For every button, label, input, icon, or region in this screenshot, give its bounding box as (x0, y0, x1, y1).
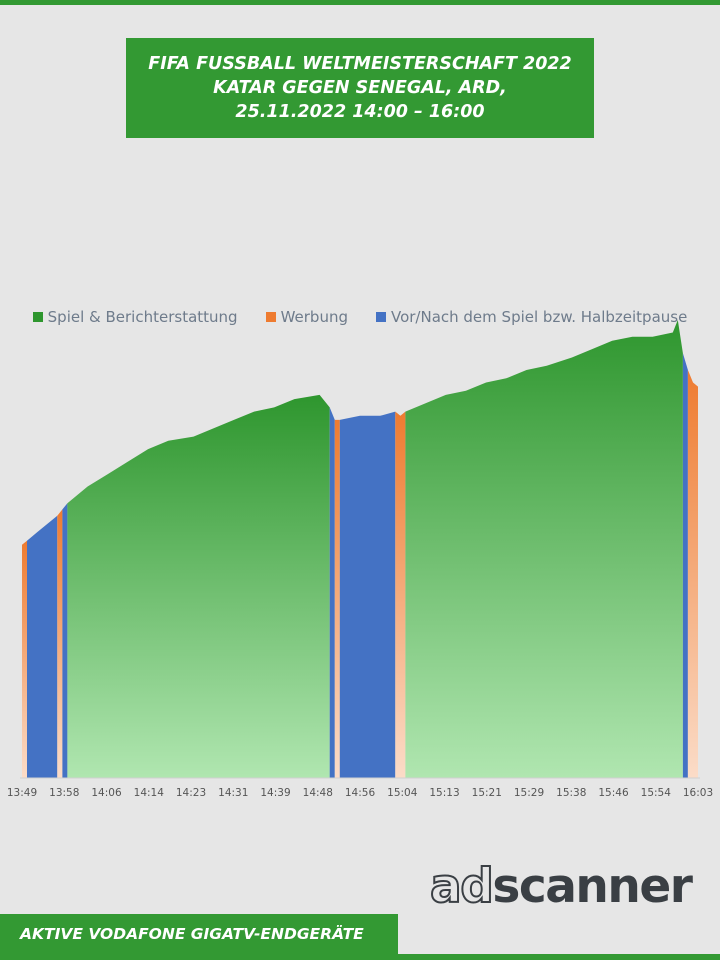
area-ads-segment-11 (687, 370, 698, 778)
legend-item-pre-post: Vor/Nach dem Spiel bzw. Halbzeitpause (375, 308, 688, 326)
area-ads-segment-0 (22, 540, 27, 778)
title-line-2: KATAR GEGEN SENEGAL, ARD, (213, 78, 507, 98)
chart-legend: Spiel & Berichterstattung Werbung Vor/Na… (0, 305, 720, 329)
legend-label-ads: Werbung (280, 308, 348, 326)
adscanner-logo: adscanner (429, 858, 694, 916)
x-tick-label: 14:14 (134, 787, 165, 799)
x-tick-label: 15:29 (514, 787, 544, 799)
x-tick-label: 14:31 (218, 787, 248, 799)
area-ads-segment-2 (57, 509, 63, 778)
title-line-3: 25.11.2022 14:00 – 16:00 (235, 102, 485, 122)
area-pre-post-segment-10 (682, 353, 688, 778)
x-tick-label: 15:21 (472, 787, 502, 799)
x-tick-label: 14:56 (345, 787, 376, 799)
logo-part-ad: ad (429, 858, 495, 915)
x-tick-label: 15:04 (387, 787, 418, 799)
area-ads-segment-8 (395, 411, 406, 778)
x-tick-label: 13:49 (7, 787, 37, 799)
bottom-accent-bar (0, 954, 720, 960)
area-pre-post-segment-1 (27, 515, 58, 778)
area-ads-segment-6 (334, 419, 340, 778)
legend-label-pre-post: Vor/Nach dem Spiel bzw. Halbzeitpause (390, 308, 688, 326)
legend-item-ads: Werbung (265, 308, 348, 326)
title-line-1: FIFA FUSSBALL WELTMEISTERSCHAFT 2022 (148, 54, 572, 74)
legend-item-game: Spiel & Berichterstattung (32, 308, 238, 326)
area-pre-post-segment-5 (329, 407, 335, 778)
x-tick-label: 15:13 (429, 787, 459, 799)
area-game-segment-4 (67, 394, 330, 778)
chart-title-box: FIFA FUSSBALL WELTMEISTERSCHAFT 2022 KAT… (126, 38, 594, 138)
area-pre-post-segment-3 (62, 503, 68, 778)
legend-label-game: Spiel & Berichterstattung (47, 308, 238, 326)
x-axis-ticks: 13:49 13:58 14:06 14:14 14:23 14:31 14:39 14:48… (7, 787, 713, 799)
legend-swatch-pre-post (375, 312, 386, 322)
x-tick-label: 14:23 (176, 787, 206, 799)
area-game-segment-9 (405, 320, 683, 778)
x-tick-label: 15:46 (598, 787, 629, 799)
legend-swatch-ads (265, 312, 276, 322)
area-pre-post-segment-7 (339, 411, 396, 778)
x-tick-label: 14:48 (303, 787, 333, 799)
logo-part-scanner: scanner (492, 859, 693, 914)
x-tick-label: 14:06 (91, 787, 122, 799)
x-tick-label: 16:03 (683, 787, 713, 799)
legend-swatch-game (32, 312, 43, 322)
x-tick-label: 14:39 (260, 787, 290, 799)
x-tick-label: 15:54 (641, 787, 672, 799)
x-tick-label: 15:38 (556, 787, 586, 799)
footer-label: AKTIVE VODAFONE GIGATV-ENDGERÄTE (0, 914, 398, 954)
x-tick-label: 13:58 (49, 787, 79, 799)
top-accent-bar (0, 0, 720, 5)
chart-area-segments (22, 320, 698, 778)
